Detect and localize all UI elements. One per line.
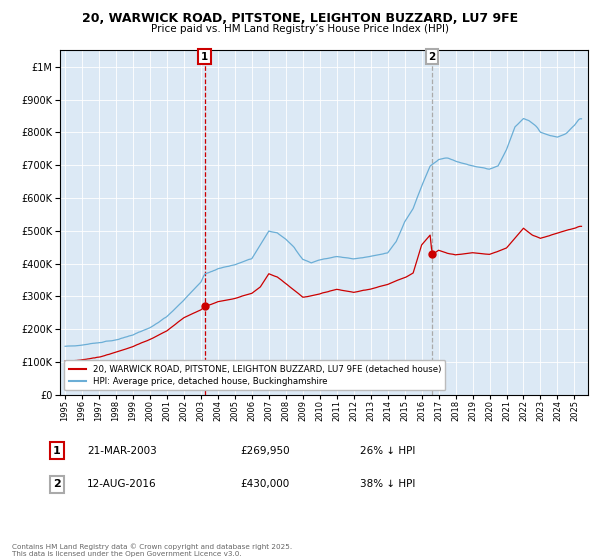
Text: 2: 2 <box>428 52 436 62</box>
Text: 2: 2 <box>53 479 61 489</box>
Text: 20, WARWICK ROAD, PITSTONE, LEIGHTON BUZZARD, LU7 9FE: 20, WARWICK ROAD, PITSTONE, LEIGHTON BUZ… <box>82 12 518 25</box>
Text: 12-AUG-2016: 12-AUG-2016 <box>87 479 157 489</box>
Text: 1: 1 <box>201 52 208 62</box>
Text: 26% ↓ HPI: 26% ↓ HPI <box>360 446 415 456</box>
Text: 21-MAR-2003: 21-MAR-2003 <box>87 446 157 456</box>
Text: Price paid vs. HM Land Registry’s House Price Index (HPI): Price paid vs. HM Land Registry’s House … <box>151 24 449 34</box>
Text: 1: 1 <box>53 446 61 456</box>
Text: £269,950: £269,950 <box>240 446 290 456</box>
Text: Contains HM Land Registry data © Crown copyright and database right 2025.
This d: Contains HM Land Registry data © Crown c… <box>12 544 292 557</box>
Legend: 20, WARWICK ROAD, PITSTONE, LEIGHTON BUZZARD, LU7 9FE (detached house), HPI: Ave: 20, WARWICK ROAD, PITSTONE, LEIGHTON BUZ… <box>64 361 445 390</box>
Text: £430,000: £430,000 <box>240 479 289 489</box>
Text: 38% ↓ HPI: 38% ↓ HPI <box>360 479 415 489</box>
